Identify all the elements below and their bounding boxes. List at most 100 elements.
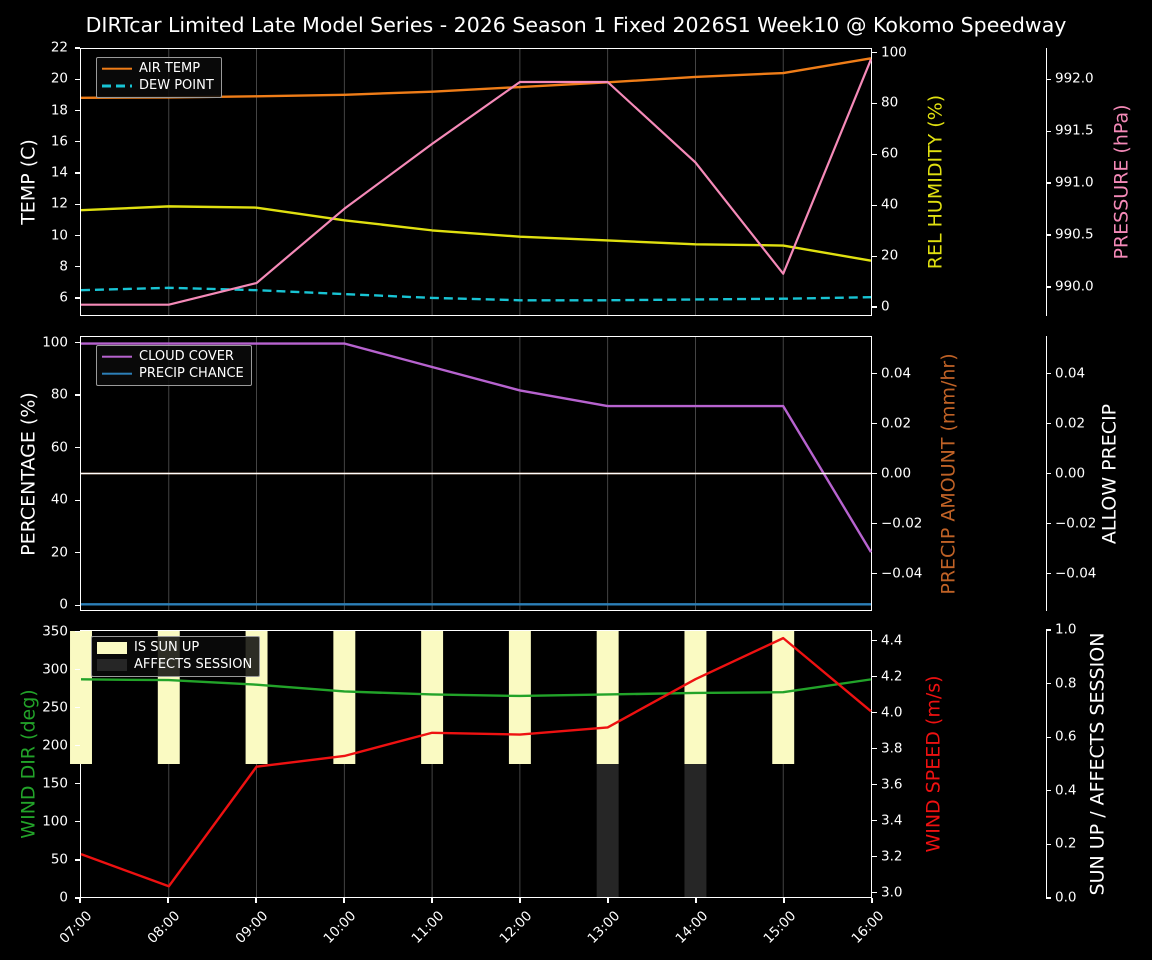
- tick-mark: [872, 102, 877, 105]
- tick-mark: [75, 297, 80, 299]
- series-line: [81, 58, 873, 306]
- tick-mark: [872, 820, 877, 822]
- tick-mark: [1046, 522, 1051, 525]
- axis-tick-label: 20: [881, 247, 899, 264]
- tick-mark: [1046, 372, 1051, 375]
- tick-mark: [75, 499, 80, 501]
- tick-mark: [75, 234, 80, 237]
- axis-title-wind-dir: WIND DIR (deg): [17, 689, 40, 839]
- axis-title-pressure: PRESSURE (hPa): [1110, 104, 1133, 260]
- axis-tick-label: 992.0: [1055, 70, 1094, 87]
- tick-mark: [75, 141, 80, 143]
- legend-swatch-patch: [97, 658, 127, 671]
- axis-tick-label: 3.4: [881, 811, 903, 828]
- x-tick-mark: [783, 898, 785, 903]
- axis-tick-label: 14: [50, 164, 68, 181]
- tick-mark: [1046, 472, 1051, 475]
- x-axis-tick-label: 09:00: [232, 908, 272, 947]
- x-tick-mark: [167, 898, 169, 903]
- axis-tick-label: 4.4: [881, 632, 903, 649]
- axis-tick-label: 990.5: [1055, 226, 1094, 243]
- legend-panel-temperature: AIR TEMP DEW POINT: [96, 57, 222, 98]
- tick-mark: [872, 422, 877, 425]
- tick-mark: [872, 712, 877, 714]
- series-line: [80, 636, 872, 888]
- x-tick-mark: [607, 898, 609, 903]
- legend-key: [102, 63, 132, 75]
- x-axis-tick-label: 16:00: [848, 908, 888, 947]
- axis-tick-label: 100: [881, 43, 907, 60]
- axis-tick-label: 60: [50, 438, 68, 455]
- tick-mark: [872, 372, 877, 375]
- tick-mark: [872, 306, 877, 308]
- axis-tick-label: 991.0: [1055, 174, 1094, 191]
- axis-spine: [1046, 48, 1048, 316]
- axis-tick-label: 0.6: [1055, 728, 1077, 745]
- x-axis-tick-label: 08:00: [144, 908, 184, 947]
- legend-key: [102, 368, 132, 380]
- x-axis-tick-label: 10:00: [320, 908, 360, 947]
- x-tick-mark: [695, 898, 697, 903]
- axis-tick-label: 350: [42, 622, 68, 639]
- legend-swatch-dash: [102, 84, 132, 87]
- axis-tick-label: 16: [50, 133, 68, 149]
- axis-tick-label: 0: [881, 298, 890, 315]
- axis-tick-label: −0.04: [1055, 564, 1097, 581]
- axis-spine: [1046, 630, 1048, 898]
- axis-tick-label: 0.00: [881, 464, 912, 481]
- x-axis-tick-label: 15:00: [760, 908, 800, 947]
- axis-tick-label: 0.4: [1055, 782, 1077, 799]
- tick-mark: [872, 748, 877, 750]
- x-tick-mark: [871, 898, 873, 903]
- axis-tick-label: 100: [42, 333, 68, 350]
- axis-tick-label: 4.0: [881, 703, 903, 720]
- x-axis-tick-label: 14:00: [672, 908, 712, 947]
- axis-tick-label: 12: [50, 195, 68, 212]
- legend-item: AFFECTS SESSION: [97, 657, 252, 672]
- bar-is-sun-up: [70, 631, 92, 764]
- tick-mark: [872, 153, 877, 155]
- tick-mark: [1046, 843, 1051, 845]
- tick-mark: [75, 394, 80, 396]
- tick-mark: [1046, 572, 1051, 575]
- tick-mark: [75, 109, 80, 112]
- tick-mark: [75, 604, 80, 606]
- axis-tick-label: 40: [50, 491, 68, 508]
- tick-mark: [872, 784, 877, 786]
- axis-tick-label: 100: [42, 813, 68, 830]
- axis-tick-label: 20: [50, 70, 68, 87]
- legend-label: IS SUN UP: [134, 640, 200, 655]
- axis-tick-label: 991.5: [1055, 122, 1094, 139]
- axis-tick-label: 150: [42, 775, 68, 792]
- legend-panel-wind: IS SUN UP AFFECTS SESSION: [91, 636, 261, 677]
- tick-mark: [75, 447, 80, 449]
- tick-mark: [75, 78, 80, 80]
- axis-tick-label: 200: [42, 736, 68, 753]
- tick-mark: [1046, 629, 1051, 631]
- axis-tick-label: 250: [42, 698, 68, 715]
- axis-tick-label: 10: [50, 226, 68, 243]
- legend-swatch-line: [102, 372, 132, 375]
- axis-tick-label: 0.00: [1055, 464, 1086, 481]
- x-tick-mark: [431, 898, 433, 903]
- axis-tick-label: 4.2: [881, 668, 903, 684]
- legend-item: IS SUN UP: [97, 640, 252, 655]
- series-line: [80, 286, 872, 302]
- tick-mark: [872, 472, 877, 475]
- x-tick-mark: [519, 898, 521, 903]
- legend-label: AIR TEMP: [139, 61, 201, 76]
- tick-mark: [872, 51, 877, 54]
- axis-tick-label: 0.02: [1055, 414, 1086, 431]
- legend-panel-percentage: CLOUD COVER PRECIP CHANCE: [96, 345, 252, 386]
- axis-tick-label: 3.8: [881, 739, 903, 756]
- legend-key: [102, 80, 132, 92]
- legend-item: CLOUD COVER: [102, 349, 244, 364]
- tick-mark: [872, 204, 877, 206]
- x-axis-tick-label: 13:00: [584, 908, 624, 947]
- axis-tick-label: 80: [881, 94, 899, 111]
- x-tick-mark: [343, 898, 345, 903]
- axis-title-percentage: PERCENTAGE (%): [17, 391, 40, 556]
- axis-title-precip-amount: PRECIP AMOUNT (mm/hr): [937, 352, 960, 595]
- legend-item: DEW POINT: [102, 78, 214, 93]
- tick-mark: [1046, 234, 1051, 236]
